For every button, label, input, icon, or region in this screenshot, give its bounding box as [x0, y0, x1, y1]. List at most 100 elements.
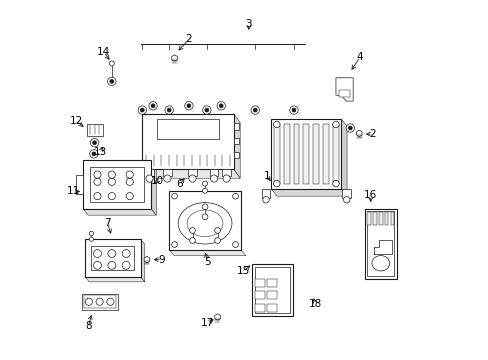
Bar — [91, 246, 134, 270]
Circle shape — [219, 104, 223, 108]
Bar — [271, 119, 341, 189]
Circle shape — [214, 238, 220, 243]
Bar — [222, 169, 230, 176]
Circle shape — [232, 242, 238, 247]
Polygon shape — [335, 78, 352, 101]
Ellipse shape — [178, 203, 231, 244]
Circle shape — [90, 139, 99, 147]
Circle shape — [151, 104, 155, 108]
Circle shape — [108, 193, 115, 200]
Circle shape — [332, 180, 339, 187]
Circle shape — [273, 180, 280, 187]
Circle shape — [167, 108, 171, 112]
Circle shape — [126, 171, 133, 178]
Polygon shape — [83, 209, 156, 215]
Bar — [338, 90, 349, 97]
Bar — [254, 291, 264, 299]
Circle shape — [163, 175, 171, 182]
Circle shape — [110, 80, 114, 83]
Bar — [372, 212, 376, 225]
Bar — [267, 304, 277, 312]
Circle shape — [171, 193, 177, 199]
Bar — [169, 191, 241, 250]
Text: 13: 13 — [94, 147, 107, 157]
Bar — [384, 212, 387, 225]
Circle shape — [188, 175, 196, 182]
Circle shape — [107, 77, 116, 86]
Circle shape — [164, 106, 173, 114]
Circle shape — [108, 261, 116, 269]
Circle shape — [346, 124, 354, 132]
Circle shape — [202, 188, 207, 193]
Polygon shape — [356, 130, 361, 136]
Polygon shape — [271, 189, 346, 196]
Circle shape — [138, 106, 146, 114]
Text: 8: 8 — [85, 321, 92, 331]
Text: 3: 3 — [245, 19, 252, 29]
Circle shape — [210, 175, 217, 182]
Circle shape — [92, 141, 96, 145]
Polygon shape — [85, 277, 144, 282]
Circle shape — [96, 298, 103, 305]
Bar — [90, 167, 144, 202]
Circle shape — [140, 108, 144, 112]
Bar — [273, 125, 279, 184]
Bar — [267, 279, 277, 287]
Polygon shape — [142, 169, 240, 178]
Bar — [366, 211, 394, 276]
Bar — [332, 125, 338, 184]
Bar — [293, 125, 299, 184]
Text: 18: 18 — [308, 299, 322, 309]
Text: 9: 9 — [159, 255, 165, 265]
Text: 4: 4 — [356, 52, 363, 62]
Bar — [261, 189, 270, 198]
Circle shape — [347, 126, 351, 130]
Bar — [233, 152, 239, 158]
Circle shape — [204, 108, 208, 112]
Circle shape — [291, 108, 295, 112]
Bar — [209, 169, 218, 176]
Bar — [156, 119, 219, 139]
Bar — [378, 212, 382, 225]
Circle shape — [202, 106, 211, 114]
Text: 7: 7 — [104, 218, 111, 228]
Circle shape — [93, 249, 101, 257]
Bar — [85, 239, 140, 277]
Bar — [390, 212, 394, 225]
Circle shape — [189, 238, 195, 243]
Circle shape — [343, 197, 349, 203]
Text: 17: 17 — [200, 319, 213, 328]
Circle shape — [217, 102, 225, 110]
Circle shape — [94, 178, 101, 185]
Bar — [303, 125, 308, 184]
Bar — [323, 125, 328, 184]
Bar — [163, 169, 171, 176]
Circle shape — [186, 104, 190, 108]
Circle shape — [89, 150, 98, 158]
Circle shape — [122, 249, 130, 257]
Circle shape — [92, 152, 96, 156]
Polygon shape — [171, 55, 177, 61]
Bar — [313, 125, 319, 184]
Circle shape — [202, 204, 207, 210]
Circle shape — [106, 298, 114, 305]
Circle shape — [122, 261, 130, 269]
Circle shape — [108, 178, 115, 185]
Text: 12: 12 — [69, 116, 82, 126]
Circle shape — [253, 108, 257, 112]
Circle shape — [85, 298, 92, 305]
Text: 11: 11 — [66, 186, 80, 197]
Text: 5: 5 — [204, 257, 211, 267]
Bar — [283, 125, 289, 184]
Text: 6: 6 — [176, 179, 183, 189]
Polygon shape — [151, 160, 156, 215]
Circle shape — [232, 193, 238, 199]
Circle shape — [145, 175, 153, 182]
Circle shape — [250, 106, 259, 114]
Bar — [84, 296, 116, 308]
Circle shape — [89, 237, 93, 241]
Circle shape — [223, 175, 230, 182]
Bar — [254, 304, 264, 312]
Circle shape — [202, 214, 207, 220]
Circle shape — [148, 102, 157, 110]
